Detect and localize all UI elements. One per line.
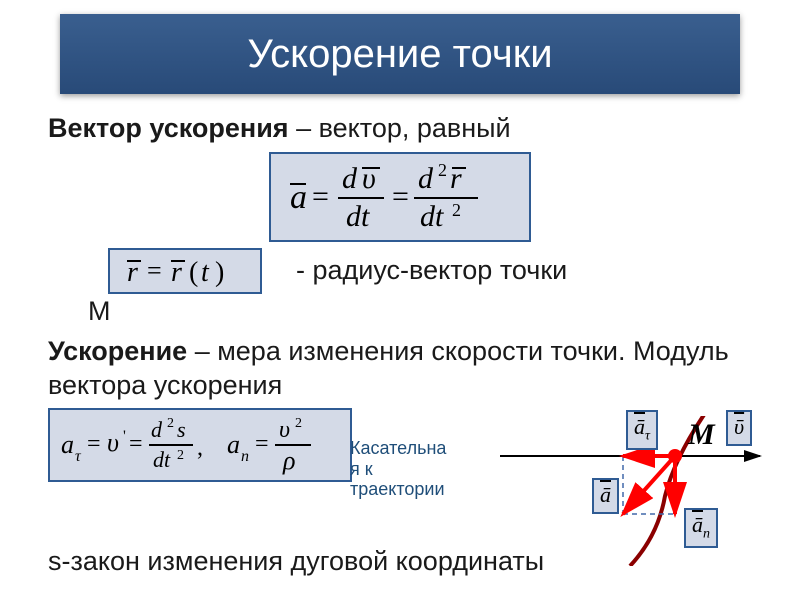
svg-text:2: 2 [295,416,302,431]
def-accel: Ускорение – мера изменения скорости точк… [48,335,752,403]
svg-text:': ' [123,428,126,445]
svg-text:2: 2 [438,160,447,180]
svg-text:d: d [151,417,163,442]
svg-text:d: d [342,162,358,195]
svg-text:a: a [61,430,74,459]
svg-text:r: r [127,257,138,288]
svg-text:dt: dt [153,447,171,472]
svg-text:=: = [255,431,269,457]
svg-text:=: = [147,256,162,285]
svg-text:,: , [197,435,203,461]
svg-text:=: = [129,431,143,457]
bold-vector-accel: Вектор ускорения [48,113,289,143]
tangent-label: Касательна я к траектории [350,438,510,500]
svg-text:=: = [87,431,101,457]
diagram: Касательна я к траектории [350,416,780,566]
svg-text:dt: dt [420,200,444,233]
svg-text:r: r [450,162,462,195]
svg-text:s: s [177,417,186,442]
formula-r-t: r = r ( t ) [108,248,262,294]
svg-text:a: a [290,179,307,216]
svg-text:ρ: ρ [282,446,295,475]
svg-text:2: 2 [177,448,184,463]
svg-text:2: 2 [452,200,461,220]
radius-row: r = r ( t ) - радиус-вектор точки [48,248,752,294]
svg-text:t: t [201,257,210,288]
svg-text:dt: dt [346,200,370,233]
svg-text:τ: τ [75,448,82,465]
svg-text:): ) [215,257,224,288]
svg-text:υ: υ [107,428,119,457]
svg-text:d: d [418,162,434,195]
s-law: s-закон изменения дуговой координаты [48,546,544,577]
svg-text:a: a [227,430,240,459]
box-a: ā [592,478,619,514]
svg-text:=: = [392,180,409,213]
slide-title: Ускорение точки [60,14,740,94]
formula-atau-an: a τ = υ ' = d 2 s dt 2 , a n [48,408,352,482]
M-big: М [688,418,715,452]
def-vector-accel: Вектор ускорения – вектор, равный [48,112,752,146]
title-text: Ускорение точки [247,32,552,77]
box-a-n: ān [684,508,718,548]
svg-text:=: = [312,180,329,213]
M-marker: М [88,296,752,327]
svg-text:r: r [171,257,182,288]
svg-text:(: ( [189,257,198,288]
vector-accel-rest: – вектор, равный [289,113,511,143]
box-a-tau: āτ [626,410,658,450]
radius-text: - радиус-вектор точки [296,255,567,286]
formula-a-dv-dt: a = d υ dt = d 2 r [269,152,531,242]
svg-text:n: n [241,448,249,465]
svg-text:υ: υ [279,417,290,443]
svg-text:2: 2 [167,416,174,431]
bold-accel: Ускорение [48,336,187,366]
svg-text:υ: υ [362,162,376,195]
box-v: ῡ [726,410,752,446]
